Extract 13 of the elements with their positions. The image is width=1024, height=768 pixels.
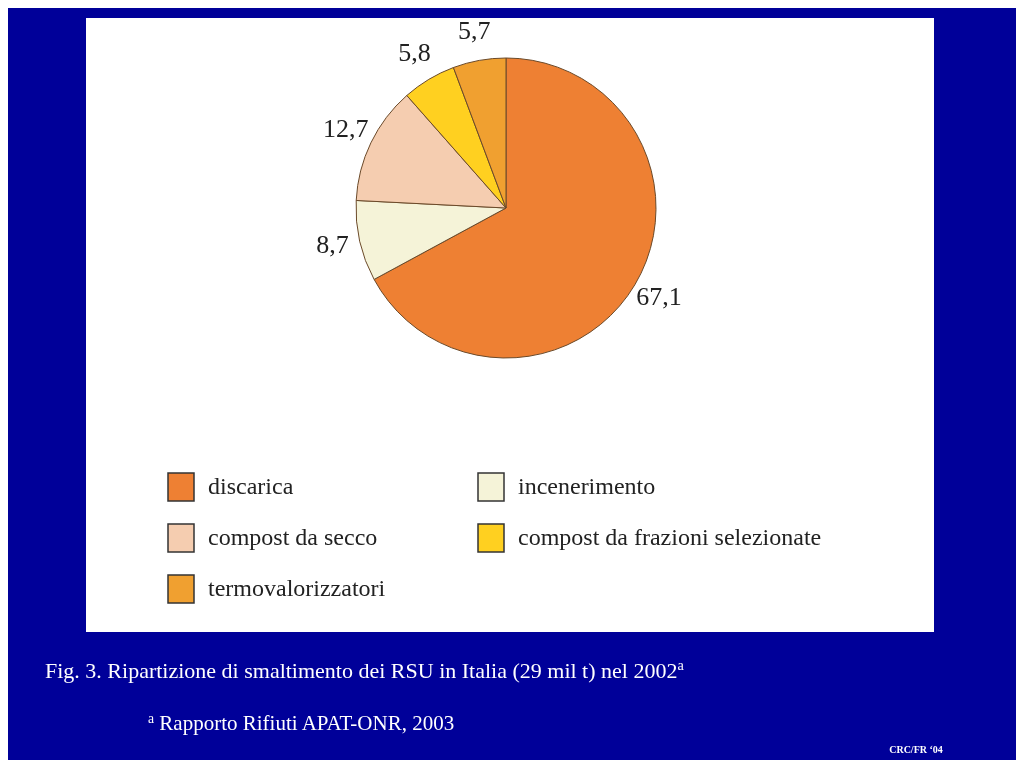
text: $^{a}$ Rapporto Rifiuti APAT-ONR, 2003 (148, 710, 455, 735)
text: CRC/FR ‘04 (889, 744, 943, 755)
data-label: 5,7 (458, 15, 491, 45)
data-label: 5,8 (398, 38, 431, 68)
text: Fig. 3. Ripartizione di smaltimento dei RSU in Italia (29 mil t) nel 2002$^{a}$ (45, 657, 685, 683)
data-label: 12,7 (322, 113, 369, 143)
legend-label: compost da frazioni selezionate (518, 524, 822, 550)
data-label: 8,7 (316, 230, 349, 260)
data-label: 67,1 (636, 282, 682, 312)
legend-label: discarica (208, 473, 294, 499)
legend-label: termovalorizzatori (208, 575, 386, 601)
legend-label: incenerimento (518, 473, 656, 499)
legend-label: compost da secco (208, 524, 378, 550)
